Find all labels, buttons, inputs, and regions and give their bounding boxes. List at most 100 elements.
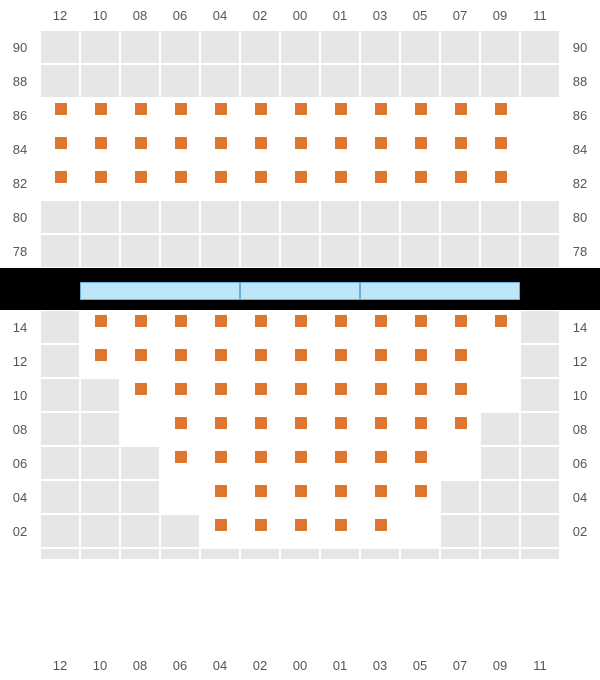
seat-empty[interactable] — [520, 98, 560, 132]
seat-available[interactable] — [160, 446, 200, 480]
seat-available[interactable] — [400, 480, 440, 514]
seat-available[interactable] — [320, 446, 360, 480]
seat-available[interactable] — [440, 98, 480, 132]
seat-available[interactable] — [120, 98, 160, 132]
seat-available[interactable] — [360, 446, 400, 480]
seat-empty[interactable] — [440, 446, 480, 480]
seat-available[interactable] — [320, 310, 360, 344]
seat-available[interactable] — [160, 344, 200, 378]
seat-available[interactable] — [200, 98, 240, 132]
seat-empty[interactable] — [480, 344, 520, 378]
seat-available[interactable] — [400, 412, 440, 446]
seat-available[interactable] — [280, 514, 320, 548]
seat-available[interactable] — [280, 132, 320, 166]
seat-empty[interactable] — [520, 166, 560, 200]
seat-available[interactable] — [320, 378, 360, 412]
seat-empty[interactable] — [400, 514, 440, 548]
seat-available[interactable] — [480, 310, 520, 344]
seat-available[interactable] — [360, 412, 400, 446]
seat-empty[interactable] — [120, 412, 160, 446]
seat-available[interactable] — [360, 514, 400, 548]
seat-available[interactable] — [360, 344, 400, 378]
seat-available[interactable] — [200, 132, 240, 166]
seat-available[interactable] — [480, 98, 520, 132]
seat-available[interactable] — [360, 132, 400, 166]
seat-available[interactable] — [80, 166, 120, 200]
seat-available[interactable] — [160, 166, 200, 200]
seat-available[interactable] — [80, 98, 120, 132]
seat-available[interactable] — [40, 98, 80, 132]
seat-available[interactable] — [200, 344, 240, 378]
seat-available[interactable] — [320, 98, 360, 132]
seat-available[interactable] — [280, 166, 320, 200]
seat-available[interactable] — [240, 344, 280, 378]
seat-available[interactable] — [160, 310, 200, 344]
seat-empty[interactable] — [160, 480, 200, 514]
seat-available[interactable] — [240, 480, 280, 514]
seat-available[interactable] — [400, 378, 440, 412]
seat-available[interactable] — [240, 514, 280, 548]
seat-available[interactable] — [120, 166, 160, 200]
seat-available[interactable] — [240, 310, 280, 344]
seat-available[interactable] — [280, 446, 320, 480]
seat-available[interactable] — [320, 166, 360, 200]
seat-available[interactable] — [240, 446, 280, 480]
seat-available[interactable] — [320, 412, 360, 446]
seat-available[interactable] — [440, 166, 480, 200]
seat-available[interactable] — [280, 344, 320, 378]
seat-available[interactable] — [400, 98, 440, 132]
seat-available[interactable] — [240, 378, 280, 412]
seat-available[interactable] — [480, 132, 520, 166]
seat-available[interactable] — [160, 132, 200, 166]
seat-available[interactable] — [440, 132, 480, 166]
seat-empty[interactable] — [520, 132, 560, 166]
seat-available[interactable] — [120, 378, 160, 412]
seat-available[interactable] — [160, 98, 200, 132]
seat-available[interactable] — [80, 310, 120, 344]
seat-available[interactable] — [200, 480, 240, 514]
seat-available[interactable] — [360, 480, 400, 514]
seat-available[interactable] — [40, 166, 80, 200]
seat-available[interactable] — [280, 378, 320, 412]
seat-available[interactable] — [280, 310, 320, 344]
seat-available[interactable] — [400, 446, 440, 480]
seat-available[interactable] — [440, 344, 480, 378]
seat-available[interactable] — [400, 310, 440, 344]
seat-available[interactable] — [200, 412, 240, 446]
seat-available[interactable] — [120, 132, 160, 166]
seat-available[interactable] — [120, 310, 160, 344]
seat-available[interactable] — [200, 166, 240, 200]
seat-available[interactable] — [440, 378, 480, 412]
seat-available[interactable] — [360, 166, 400, 200]
seat-empty[interactable] — [480, 378, 520, 412]
seat-available[interactable] — [200, 514, 240, 548]
seat-available[interactable] — [360, 98, 400, 132]
seat-available[interactable] — [240, 98, 280, 132]
seat-available[interactable] — [240, 132, 280, 166]
seat-available[interactable] — [120, 344, 160, 378]
seat-available[interactable] — [280, 412, 320, 446]
seat-available[interactable] — [320, 344, 360, 378]
seat-available[interactable] — [360, 310, 400, 344]
seat-available[interactable] — [320, 480, 360, 514]
seat-available[interactable] — [400, 344, 440, 378]
seat-available[interactable] — [360, 378, 400, 412]
seat-available[interactable] — [200, 446, 240, 480]
seat-available[interactable] — [400, 166, 440, 200]
seat-available[interactable] — [400, 132, 440, 166]
seat-available[interactable] — [160, 378, 200, 412]
seat-available[interactable] — [240, 412, 280, 446]
seat-available[interactable] — [40, 132, 80, 166]
seat-available[interactable] — [440, 412, 480, 446]
seat-available[interactable] — [200, 310, 240, 344]
seat-available[interactable] — [320, 514, 360, 548]
seat-available[interactable] — [320, 132, 360, 166]
seat-available[interactable] — [160, 412, 200, 446]
seat-available[interactable] — [440, 310, 480, 344]
seat-available[interactable] — [280, 98, 320, 132]
seat-available[interactable] — [80, 344, 120, 378]
seat-available[interactable] — [200, 378, 240, 412]
seat-available[interactable] — [80, 132, 120, 166]
seat-available[interactable] — [280, 480, 320, 514]
seat-available[interactable] — [240, 166, 280, 200]
